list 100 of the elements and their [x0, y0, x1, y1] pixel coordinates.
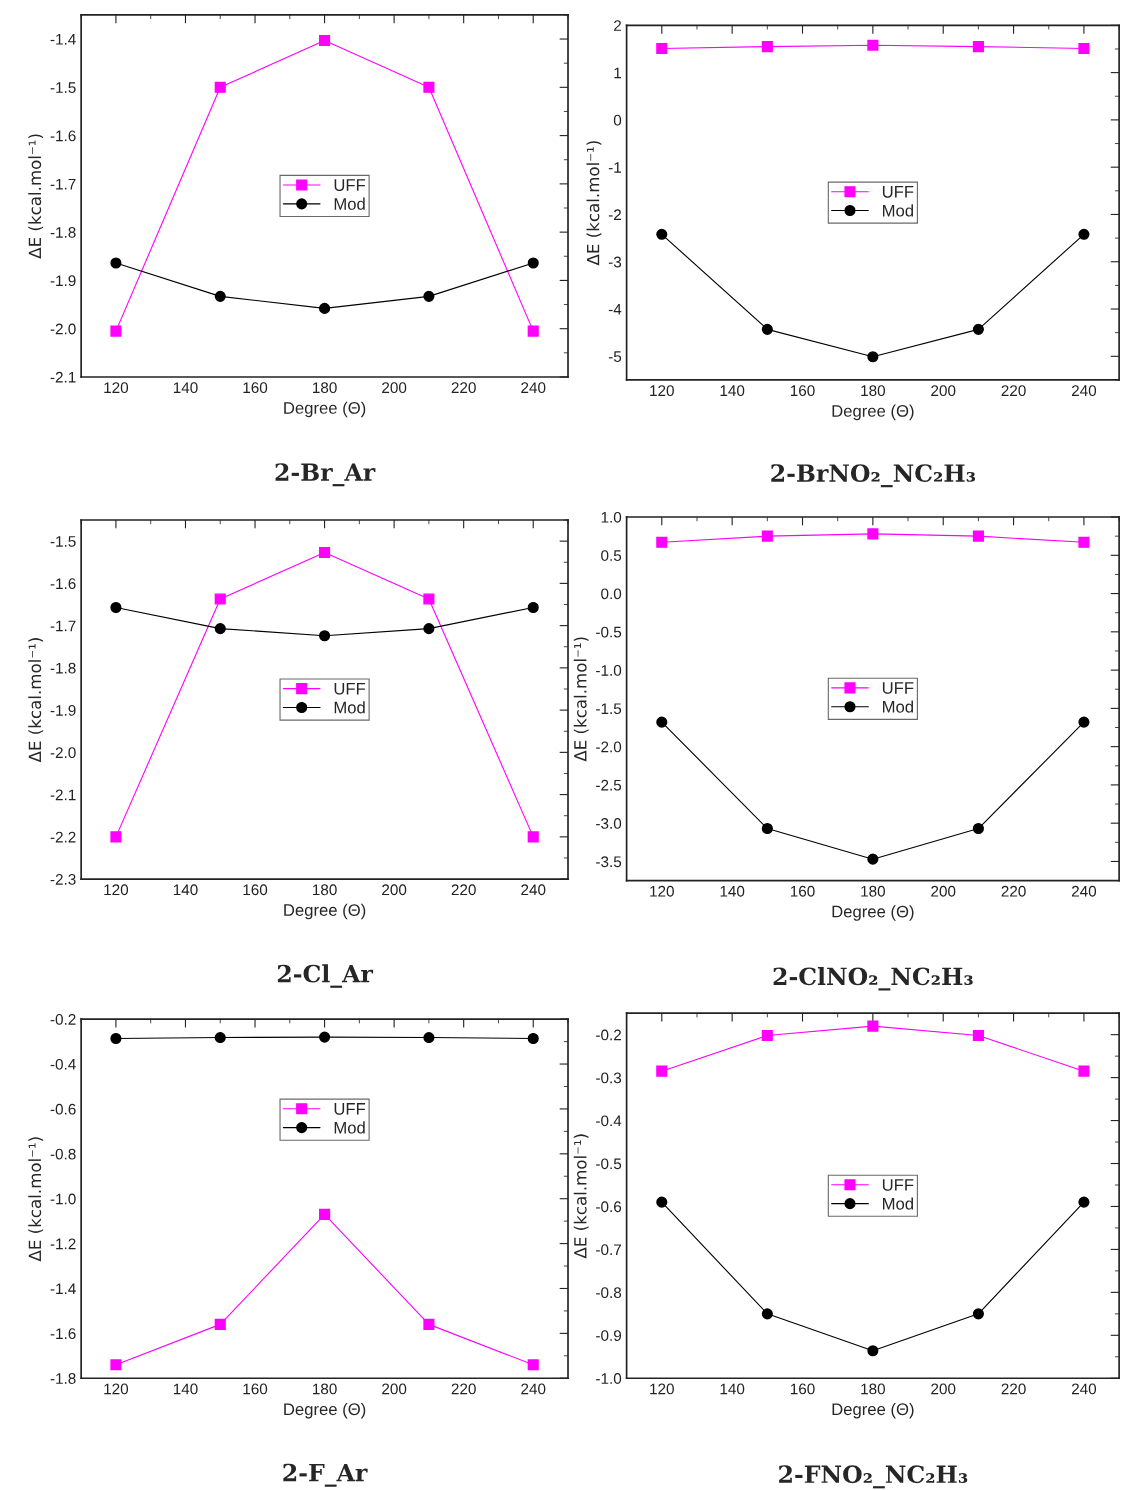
- text: 2-F_Ar: [283, 1463, 368, 1487]
- x-tick-label: 220: [1001, 385, 1026, 397]
- x-tick-label: 120: [650, 885, 674, 897]
- y-tick-label: -0.5: [596, 1158, 622, 1170]
- point: [867, 853, 879, 865]
- point: [761, 530, 773, 542]
- x-tick-label: 160: [243, 1383, 268, 1395]
- point: [972, 41, 984, 53]
- y-tick-label: -1.0: [50, 1193, 76, 1205]
- x-tick-label: 160: [243, 884, 268, 896]
- point: [214, 593, 226, 605]
- point: [1078, 1065, 1090, 1077]
- y-tick-label: -0.4: [596, 1115, 622, 1127]
- y-tick-label: -2.1: [50, 789, 76, 801]
- x-tick-label: 120: [104, 884, 129, 896]
- text: 2-Cl_Ar: [277, 964, 374, 988]
- y-tick-label: -1.7: [50, 178, 76, 190]
- y-tick-label: -0.4: [50, 1058, 76, 1070]
- x-tick-label: 160: [790, 885, 815, 897]
- x-tick-label: 180: [861, 385, 886, 397]
- y-tick-label: -3.0: [596, 818, 622, 829]
- legend-label: Mod: [334, 701, 365, 714]
- point: [423, 1032, 435, 1044]
- x-axis-title: Degree (Θ): [832, 1402, 914, 1419]
- point: [110, 325, 122, 337]
- point: [761, 323, 773, 335]
- y-tick-label: -1.4: [50, 1283, 76, 1295]
- y-tick-label: 0.0: [601, 588, 622, 600]
- y-tick-label: -0.7: [596, 1244, 621, 1256]
- x-tick-label: 200: [931, 885, 956, 897]
- y-tick-label: -1.6: [50, 1328, 76, 1340]
- point: [761, 822, 773, 835]
- y-tick-label: -2: [608, 209, 621, 220]
- x-tick-label: 180: [313, 1383, 337, 1395]
- text: 2-Br_Ar: [275, 463, 376, 487]
- y-tick-label: -3.5: [596, 856, 622, 868]
- x-tick-label: 220: [451, 884, 476, 896]
- point: [656, 1065, 668, 1077]
- point: [319, 34, 331, 47]
- x-tick-label: 120: [104, 1383, 129, 1395]
- legend-label: Mod: [883, 1197, 913, 1210]
- x-axis-title: Degree (Θ): [284, 401, 366, 418]
- point: [214, 81, 226, 93]
- legend-label: UFF: [882, 682, 914, 694]
- point: [1078, 42, 1090, 55]
- y-tick-label: -0.8: [50, 1148, 76, 1160]
- y-tick-label: -1.7: [50, 620, 76, 632]
- x-tick-label: 200: [382, 382, 407, 394]
- point: [319, 630, 331, 642]
- y-tick-label: -1.9: [50, 275, 76, 287]
- point: [1078, 716, 1090, 728]
- y-tick-label: -4: [608, 304, 622, 315]
- y-tick-label: -0.2: [50, 1014, 76, 1025]
- point: [110, 601, 122, 614]
- x-tick-label: 180: [861, 1383, 886, 1395]
- point: [761, 1308, 773, 1320]
- x-tick-label: 220: [451, 1383, 476, 1395]
- point: [867, 1020, 879, 1032]
- point: [1078, 1196, 1090, 1208]
- x-tick-label: 180: [861, 885, 886, 897]
- y-tick-label: -1: [608, 162, 622, 173]
- point: [867, 1345, 879, 1357]
- y-tick-label: -1.4: [50, 34, 76, 45]
- point: [656, 1196, 668, 1208]
- y-tick-label: -0.9: [596, 1330, 622, 1341]
- y-tick-label: 0: [613, 114, 622, 126]
- point: [423, 1318, 435, 1330]
- x-axis-title: Degree (Θ): [284, 1402, 366, 1419]
- y-tick-label: -1.5: [50, 82, 76, 93]
- point: [527, 325, 539, 337]
- y-tick-label: -2.0: [50, 747, 76, 759]
- legend-label: UFF: [882, 1179, 914, 1191]
- legend-label: Mod: [883, 204, 913, 217]
- point: [867, 39, 879, 51]
- y-tick-label: -2.0: [50, 323, 76, 335]
- x-tick-label: 140: [173, 382, 198, 394]
- y-axis-title: ΔE (kcal.mol⁻¹): [573, 637, 589, 762]
- y-tick-label: 1: [614, 67, 622, 79]
- y-tick-label: -1.2: [50, 1238, 76, 1250]
- y-tick-label: 0.5: [601, 550, 622, 561]
- y-tick-label: -2.2: [50, 831, 76, 843]
- x-tick-label: 240: [521, 382, 546, 394]
- y-tick-label: -0.3: [596, 1072, 622, 1084]
- x-tick-label: 240: [1071, 385, 1097, 397]
- y-tick-label: -1.5: [596, 703, 622, 715]
- y-tick-label: -1.8: [50, 227, 76, 238]
- point: [527, 257, 539, 269]
- point: [110, 1359, 122, 1371]
- point: [423, 290, 435, 302]
- x-tick-label: 140: [720, 885, 745, 897]
- x-tick-label: 200: [382, 1383, 407, 1395]
- point: [972, 530, 984, 542]
- y-tick-label: -0.6: [596, 1201, 622, 1213]
- point: [214, 1032, 226, 1044]
- x-tick-label: 240: [521, 884, 546, 896]
- x-tick-label: 140: [173, 1383, 198, 1395]
- point: [423, 593, 435, 605]
- legend-label: UFF: [334, 1103, 366, 1115]
- y-tick-label: -0.6: [50, 1103, 76, 1115]
- point: [319, 302, 331, 314]
